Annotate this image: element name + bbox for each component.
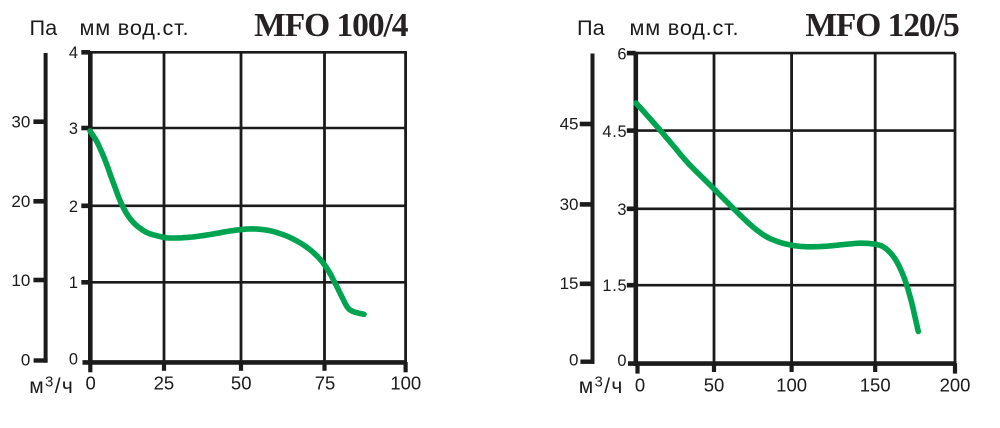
svg-text:1: 1 (69, 274, 78, 292)
svg-text:100: 100 (776, 375, 807, 396)
svg-text:0: 0 (617, 352, 626, 370)
svg-text:Па: Па (30, 15, 59, 40)
svg-text:10: 10 (11, 271, 30, 290)
svg-text:м3/ч: м3/ч (579, 373, 624, 398)
svg-text:200: 200 (940, 375, 971, 396)
svg-text:MFO 120/5: MFO 120/5 (805, 7, 959, 44)
svg-text:3: 3 (617, 201, 626, 219)
svg-text:20: 20 (11, 192, 30, 211)
svg-text:0: 0 (21, 350, 30, 369)
svg-text:мм вод.ст.: мм вод.ст. (80, 15, 190, 40)
svg-text:4.5: 4.5 (602, 123, 627, 141)
svg-text:0: 0 (69, 351, 78, 369)
svg-text:50: 50 (231, 373, 252, 394)
svg-text:мм вод.ст.: мм вод.ст. (630, 15, 740, 40)
svg-text:0: 0 (569, 351, 578, 370)
svg-text:м3/ч: м3/ч (29, 373, 74, 398)
svg-text:30: 30 (560, 195, 579, 214)
svg-text:6: 6 (617, 46, 626, 64)
svg-text:4: 4 (69, 44, 78, 62)
svg-text:100: 100 (390, 373, 421, 394)
svg-text:50: 50 (704, 375, 725, 396)
svg-text:2: 2 (69, 198, 78, 216)
svg-text:25: 25 (154, 373, 175, 394)
svg-text:15: 15 (560, 274, 579, 293)
svg-text:150: 150 (860, 375, 891, 396)
svg-text:75: 75 (315, 373, 336, 394)
svg-text:0: 0 (85, 373, 95, 394)
svg-text:0: 0 (635, 375, 645, 396)
svg-text:1.5: 1.5 (602, 277, 627, 295)
svg-text:3: 3 (69, 120, 78, 138)
svg-text:MFO 100/4: MFO 100/4 (254, 7, 409, 44)
svg-text:30: 30 (11, 113, 30, 132)
svg-text:45: 45 (560, 114, 579, 133)
svg-text:Па: Па (577, 15, 606, 40)
